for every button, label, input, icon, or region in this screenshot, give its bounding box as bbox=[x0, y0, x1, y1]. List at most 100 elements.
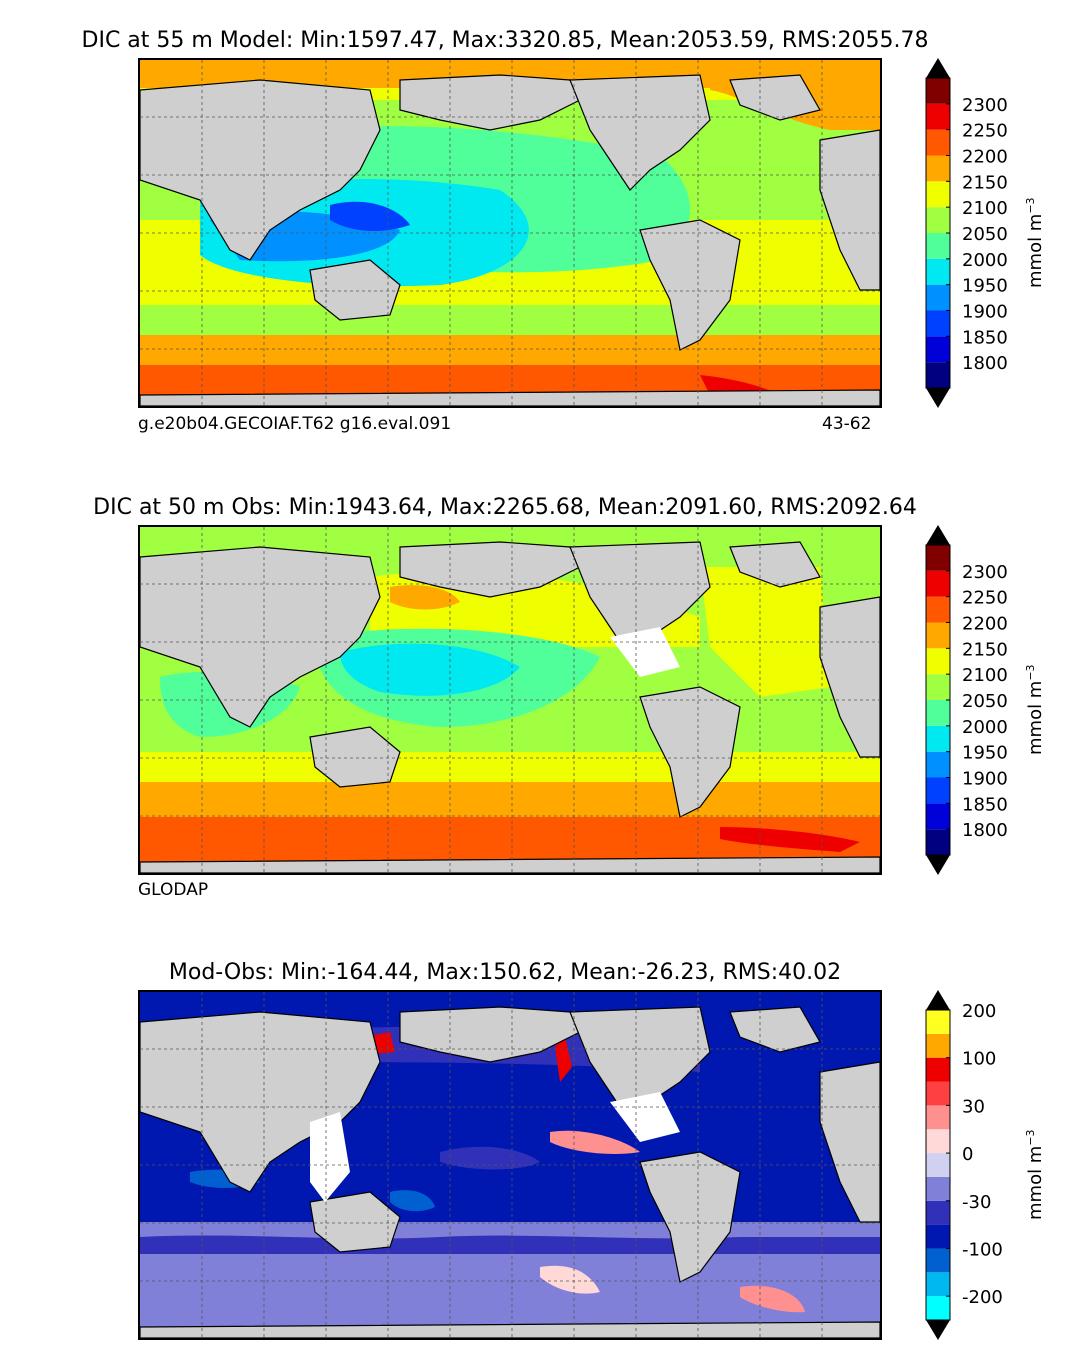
panel-3-colorbar-swatch bbox=[926, 1010, 950, 1034]
panel-2-colorbar-extend-min bbox=[926, 855, 950, 875]
panel-1-colorbar-unit: mmol m−3 bbox=[1024, 197, 1046, 288]
panel-2-colorbar-swatch bbox=[926, 622, 950, 649]
panel-1-colorbar-svg: 1800 1850 1900 1950 2000 2050 2100 2150 2200 2250… bbox=[925, 58, 1008, 408]
panel-3-colorbar-swatch bbox=[926, 1176, 950, 1201]
panel-3-colorbar-tick-label: -200 bbox=[962, 1287, 1003, 1308]
panel-3-title: Mod-Obs: Min:-164.44, Max:150.62, Mean:-… bbox=[168, 960, 842, 985]
panel-1-colorbar: 1800 1850 1900 1950 2000 2050 2100 2150 2200 2250… bbox=[925, 58, 1016, 408]
panel-2-colorbar-swatch bbox=[926, 545, 950, 571]
panel-2-colorbar-swatch bbox=[926, 674, 950, 700]
panel-1-colorbar-swatch bbox=[926, 233, 950, 259]
panel-2-colorbar-swatch bbox=[926, 777, 950, 804]
panel-3-colorbar-swatch bbox=[926, 1296, 950, 1320]
panel-3-colorbar-swatch bbox=[926, 1129, 950, 1154]
panel-1-caption-left: g.e20b04.GECOIAF.T62 g16.eval.091 bbox=[138, 414, 452, 434]
panel-1-colorbar-swatch bbox=[926, 103, 950, 130]
panel-2-colorbar-swatch bbox=[926, 700, 950, 726]
panel-1-colorbar-tick-label: 2050 bbox=[962, 224, 1008, 245]
panel-1-colorbar-swatch bbox=[926, 78, 950, 104]
panel-1-colorbar-swatch bbox=[926, 181, 950, 208]
panel-1-colorbar-tick-label: 1950 bbox=[962, 276, 1008, 297]
panel-1-colorbar-swatch bbox=[926, 155, 950, 182]
panel-2-colorbar-swatch bbox=[926, 596, 950, 623]
panel-1-caption-right: 43-62 bbox=[822, 414, 872, 434]
panel-2-caption-left: GLODAP bbox=[138, 880, 209, 900]
panel-2-colorbar-tick-label: 2300 bbox=[962, 562, 1008, 583]
panel-3-colorbar-swatch bbox=[926, 1200, 950, 1225]
panel-3-colorbar-tick-label: 100 bbox=[962, 1049, 996, 1070]
panel-1-colorbar-swatch bbox=[926, 310, 950, 337]
panel-2-colorbar-tick-label: 1950 bbox=[962, 743, 1008, 764]
panel-2-colorbar-tick-label: 2150 bbox=[962, 639, 1008, 660]
panel-1-colorbar-tick-label: 2100 bbox=[962, 198, 1008, 219]
panel-1-colorbar-tick-label: 1850 bbox=[962, 327, 1008, 348]
panel-1-colorbar-swatch bbox=[926, 362, 950, 388]
panel-2-colorbar-tick-label: 1900 bbox=[962, 769, 1008, 790]
panel-2-colorbar-tick-label: 2050 bbox=[962, 691, 1008, 712]
panel-2-colorbar-swatch bbox=[926, 751, 950, 778]
panel-3-colorbar-swatch bbox=[926, 1224, 950, 1249]
panel-2-colorbar-tick-label: 2200 bbox=[962, 614, 1008, 635]
panel-2-colorbar-swatch bbox=[926, 829, 950, 855]
panel-3-colorbar-swatch bbox=[926, 1057, 950, 1082]
panel-3-colorbar-tick-label: 200 bbox=[962, 1001, 996, 1022]
panel-2-colorbar-tick-label: 1800 bbox=[962, 820, 1008, 841]
panel-1-colorbar-extend-min bbox=[926, 388, 950, 408]
panel-1-colorbar-swatch bbox=[926, 284, 950, 311]
panel-2-unit-exponent: −3 bbox=[1024, 664, 1037, 681]
panel-1-colorbar-swatch bbox=[926, 207, 950, 233]
panel-1-unit-exponent: −3 bbox=[1024, 197, 1037, 214]
panel-2-colorbar-tick-label: 2100 bbox=[962, 665, 1008, 686]
panel-1-map-svg bbox=[140, 60, 880, 406]
panel-2-map-svg bbox=[140, 527, 880, 873]
panel-2-colorbar-svg: 1800 1850 1900 1950 2000 2050 2100 2150 2200 2250… bbox=[925, 525, 1008, 875]
panel-1-colorbar-tick-label: 2150 bbox=[962, 172, 1008, 193]
panel-1-map bbox=[138, 58, 882, 408]
panel-1-colorbar-tick-label: 2200 bbox=[962, 147, 1008, 168]
panel-2-colorbar-tick-label: 2000 bbox=[962, 717, 1008, 738]
panel-3-colorbar-svg: -200 -100 -30 0 30 100 200 bbox=[925, 990, 1003, 1340]
panel-1-colorbar-tick-label: 2000 bbox=[962, 250, 1008, 271]
panel-2-map bbox=[138, 525, 882, 875]
panel-3-colorbar-swatch bbox=[926, 1272, 950, 1297]
panel-3-map bbox=[138, 990, 882, 1340]
panel-1-colorbar-tick-label: 1900 bbox=[962, 302, 1008, 323]
panel-3-unit-text: mmol m bbox=[1025, 1145, 1046, 1220]
panel-2-colorbar-extend-max bbox=[926, 525, 950, 545]
panel-3-colorbar-swatch bbox=[926, 1153, 950, 1177]
panel-1-colorbar-swatch bbox=[926, 336, 950, 363]
panel-3-colorbar-swatch bbox=[926, 1033, 950, 1058]
panel-2-colorbar-tick-label: 1850 bbox=[962, 794, 1008, 815]
panel-2-title: DIC at 50 m Obs: Min:1943.64, Max:2265.6… bbox=[93, 495, 917, 520]
panel-1-colorbar-tick-label: 1800 bbox=[962, 353, 1008, 374]
panel-1-colorbar-tick-label: 2250 bbox=[962, 121, 1008, 142]
panel-3-colorbar-extend-min bbox=[926, 1320, 950, 1340]
panel-3-colorbar-tick-label: -30 bbox=[962, 1192, 991, 1213]
panel-3-colorbar-frame bbox=[925, 1009, 951, 1321]
panel-1-unit-text: mmol m bbox=[1025, 213, 1046, 288]
panel-2-unit-text: mmol m bbox=[1025, 680, 1046, 755]
panel-3-colorbar: -200 -100 -30 0 30 100 200 bbox=[925, 990, 1016, 1340]
panel-1-colorbar-swatch bbox=[926, 258, 950, 285]
panel-3-colorbar-tick-label: 0 bbox=[962, 1144, 973, 1165]
panel-3-colorbar-unit: mmol m−3 bbox=[1024, 1129, 1046, 1220]
panel-3-colorbar-swatch bbox=[926, 1081, 950, 1106]
panel-2-colorbar-tick-label: 2250 bbox=[962, 588, 1008, 609]
panel-1-colorbar-swatch bbox=[926, 129, 950, 156]
panel-1-colorbar-extend-max bbox=[926, 58, 950, 78]
panel-3-unit-exponent: −3 bbox=[1024, 1129, 1037, 1146]
panel-2-colorbar-swatch bbox=[926, 803, 950, 830]
panel-3-colorbar-tick-label: 30 bbox=[962, 1096, 985, 1117]
panel-2-colorbar-swatch bbox=[926, 725, 950, 752]
panel-1-colorbar-tick-label: 2300 bbox=[962, 95, 1008, 116]
panel-3-colorbar-tick-label: -100 bbox=[962, 1239, 1003, 1260]
panel-2-colorbar: 1800 1850 1900 1950 2000 2050 2100 2150 2200 2250… bbox=[925, 525, 1016, 875]
panel-3-colorbar-extend-max bbox=[926, 990, 950, 1010]
panel-2-colorbar-swatch bbox=[926, 648, 950, 675]
panel-3-colorbar-swatch bbox=[926, 1248, 950, 1273]
panel-3-colorbar-swatch bbox=[926, 1105, 950, 1130]
panel-3-map-svg bbox=[140, 992, 880, 1338]
panel-2-colorbar-unit: mmol m−3 bbox=[1024, 664, 1046, 755]
panel-1-title: DIC at 55 m Model: Min:1597.47, Max:3320… bbox=[81, 28, 929, 53]
panel-2-colorbar-swatch bbox=[926, 570, 950, 597]
